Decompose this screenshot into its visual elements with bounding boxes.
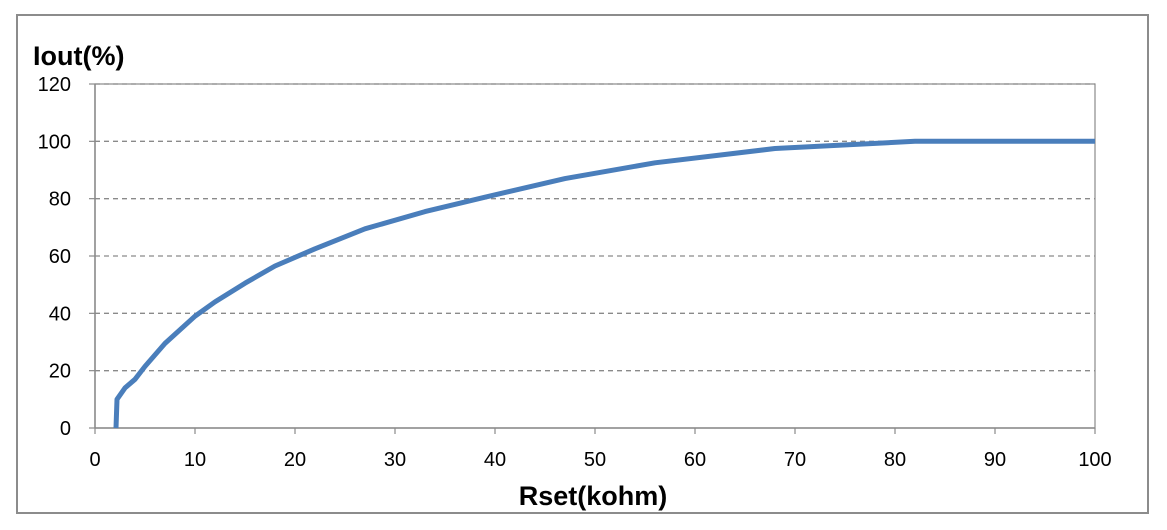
y-tick-label: 80 bbox=[49, 189, 71, 211]
y-tick-label: 40 bbox=[49, 303, 71, 325]
gridlines bbox=[95, 83, 1095, 372]
x-tick-label: 90 bbox=[984, 449, 1006, 471]
series-line-0 bbox=[113, 138, 1095, 429]
x-tick-label: 80 bbox=[884, 449, 906, 471]
x-tick-label: 0 bbox=[89, 449, 100, 471]
y-tick-label: 60 bbox=[49, 246, 71, 268]
x-tick-label: 20 bbox=[284, 449, 306, 471]
x-tick-label: 40 bbox=[484, 449, 506, 471]
x-tick-label: 70 bbox=[784, 449, 806, 471]
y-tick-label: 100 bbox=[38, 131, 71, 153]
y-axis-title: Iout(%) bbox=[33, 41, 124, 71]
x-tick-label: 30 bbox=[384, 449, 406, 471]
x-tick-label: 60 bbox=[684, 449, 706, 471]
axes bbox=[89, 83, 1096, 434]
x-tick-label: 10 bbox=[184, 449, 206, 471]
x-axis-title: Rset(kohm) bbox=[519, 481, 668, 511]
x-tick-label: 50 bbox=[584, 449, 606, 471]
y-tick-label: 20 bbox=[49, 361, 71, 383]
y-tick-label: 0 bbox=[60, 418, 71, 440]
tick-labels: 0 20 40 60 80 100 120 0 10 20 30 40 50 60 70 80 90 100 bbox=[38, 74, 1112, 471]
x-tick-label: 100 bbox=[1078, 449, 1111, 471]
series-lines bbox=[113, 138, 1095, 429]
y-tick-label: 120 bbox=[38, 74, 71, 96]
chart-frame bbox=[16, 14, 1149, 514]
